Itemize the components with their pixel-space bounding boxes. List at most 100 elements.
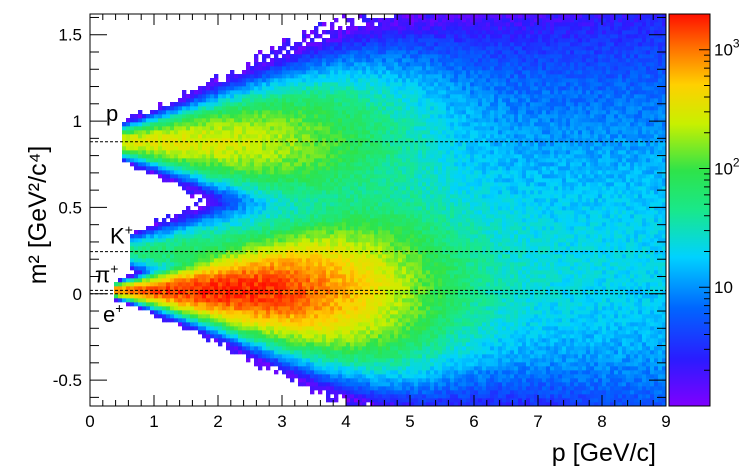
- heatmap-cell: [246, 250, 251, 255]
- heatmap-cell: [346, 162, 351, 167]
- heatmap-cell: [130, 262, 135, 267]
- heatmap-cell: [202, 226, 207, 231]
- heatmap-cell: [390, 322, 395, 327]
- heatmap-cell: [242, 186, 247, 191]
- heatmap-cell: [358, 210, 363, 215]
- heatmap-cell: [190, 178, 195, 183]
- heatmap-cell: [242, 78, 247, 83]
- heatmap-cell: [370, 90, 375, 95]
- heatmap-cell: [290, 166, 295, 171]
- heatmap-cell: [374, 358, 379, 363]
- heatmap-cell: [190, 270, 195, 275]
- heatmap-cell: [270, 166, 275, 171]
- heatmap-cell: [306, 334, 311, 339]
- heatmap-cell: [150, 110, 155, 115]
- heatmap-cell: [294, 274, 299, 279]
- heatmap-cell: [338, 326, 343, 331]
- heatmap-cell: [322, 158, 327, 163]
- heatmap-cell: [302, 302, 307, 307]
- heatmap-cell: [298, 50, 303, 55]
- heatmap-cell: [334, 266, 339, 271]
- heatmap-cell: [174, 234, 179, 239]
- heatmap-cell: [354, 222, 359, 227]
- heatmap-cell: [278, 138, 283, 143]
- heatmap-cell: [242, 86, 247, 91]
- heatmap-cell: [330, 150, 335, 155]
- heatmap-cell: [362, 62, 367, 67]
- heatmap-cell: [270, 154, 275, 159]
- heatmap-cell: [374, 102, 379, 107]
- heatmap-cell: [242, 230, 247, 235]
- heatmap-cell: [274, 54, 279, 59]
- heatmap-cell: [390, 42, 395, 47]
- heatmap-cell: [298, 294, 303, 299]
- heatmap-cell: [346, 78, 351, 83]
- heatmap-cell: [326, 350, 331, 355]
- heatmap-cell: [350, 178, 355, 183]
- heatmap-cell: [314, 278, 319, 283]
- heatmap-cell: [190, 130, 195, 135]
- heatmap-cell: [262, 74, 267, 79]
- heatmap-cell: [294, 278, 299, 283]
- heatmap-cell: [318, 222, 323, 227]
- heatmap-cell: [254, 198, 259, 203]
- heatmap-cell: [306, 246, 311, 251]
- heatmap-cell: [390, 222, 395, 227]
- heatmap-cell: [126, 150, 131, 155]
- heatmap-cell: [138, 166, 143, 171]
- heatmap-cell: [394, 314, 399, 319]
- heatmap-cell: [334, 326, 339, 331]
- heatmap-cell: [206, 338, 211, 343]
- heatmap-cell: [390, 218, 395, 223]
- heatmap-cell: [294, 330, 299, 335]
- heatmap-cell: [366, 42, 371, 47]
- heatmap-cell: [262, 254, 267, 259]
- heatmap-cell: [178, 298, 183, 303]
- heatmap-cell: [262, 198, 267, 203]
- heatmap-cell: [386, 50, 391, 55]
- heatmap-cell: [346, 254, 351, 259]
- heatmap-cell: [254, 246, 259, 251]
- heatmap-cell: [250, 350, 255, 355]
- heatmap-cell: [326, 294, 331, 299]
- heatmap-cell: [234, 162, 239, 167]
- heatmap-cell: [242, 102, 247, 107]
- heatmap-cell: [286, 374, 291, 379]
- heatmap-cell: [214, 134, 219, 139]
- heatmap-cell: [266, 234, 271, 239]
- heatmap-cell: [246, 142, 251, 147]
- heatmap-cell: [270, 150, 275, 155]
- heatmap-cell: [282, 194, 287, 199]
- heatmap-cell: [158, 294, 163, 299]
- heatmap-cell: [370, 282, 375, 287]
- heatmap-cell: [338, 346, 343, 351]
- heatmap-cell: [382, 154, 387, 159]
- heatmap-cell: [270, 70, 275, 75]
- heatmap-cell: [390, 314, 395, 319]
- heatmap-cell: [214, 78, 219, 83]
- heatmap-cell: [382, 382, 387, 387]
- heatmap-cell: [330, 202, 335, 207]
- heatmap-cell: [290, 334, 295, 339]
- heatmap-cell: [322, 342, 327, 347]
- heatmap-cell: [334, 346, 339, 351]
- heatmap-cell: [394, 34, 399, 39]
- heatmap-cell: [222, 334, 227, 339]
- heatmap-cell: [326, 382, 331, 387]
- heatmap-cell: [310, 186, 315, 191]
- heatmap-cell: [390, 98, 395, 103]
- heatmap-cell: [238, 110, 243, 115]
- heatmap-cell: [346, 366, 351, 371]
- heatmap-cell: [322, 170, 327, 175]
- heatmap-cell: [186, 146, 191, 151]
- heatmap-cell: [306, 42, 311, 47]
- heatmap-cell: [138, 286, 143, 291]
- heatmap-cell: [202, 302, 207, 307]
- heatmap-cell: [262, 266, 267, 271]
- heatmap-cell: [346, 170, 351, 175]
- heatmap-cell: [394, 174, 399, 179]
- heatmap-cell: [230, 202, 235, 207]
- heatmap-cell: [166, 270, 171, 275]
- heatmap-cell: [342, 350, 347, 355]
- heatmap-cell: [258, 294, 263, 299]
